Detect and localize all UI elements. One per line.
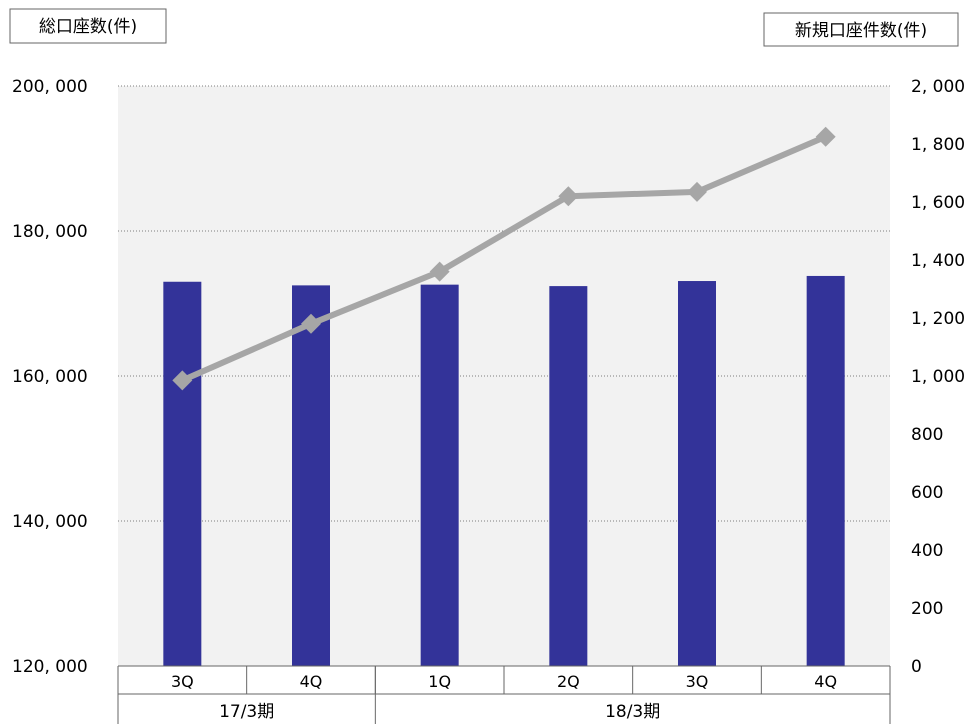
line-marker (172, 370, 193, 391)
line-path (181, 133, 827, 384)
plot-area (118, 86, 890, 666)
right-tick-label: 600 (911, 483, 943, 503)
left-tick-label: 160, 000 (12, 367, 88, 387)
right-tick-label: 1, 800 (911, 135, 965, 155)
category-label: 3Q (171, 672, 194, 691)
category-label: 4Q (300, 672, 323, 691)
group-label: 17/3期 (219, 702, 274, 722)
right-tick-label: 2, 000 (911, 77, 965, 97)
bar (163, 281, 202, 666)
right-tick-label: 1, 000 (911, 367, 965, 387)
left-axis-ticks: 120, 000 140, 000 160, 000 180, 000 200, 000 (12, 77, 88, 677)
right-tick-label: 0 (911, 657, 922, 677)
line-marker (429, 261, 450, 282)
group-label: 18/3期 (605, 702, 660, 722)
bar (549, 286, 588, 666)
category-label: 2Q (557, 672, 580, 691)
right-axis-ticks: 0 200 400 600 800 1, 000 1, 200 1, 400 1, 600 1, … (911, 77, 965, 677)
category-label: 4Q (814, 672, 837, 691)
bar (292, 285, 330, 666)
category-label: 1Q (428, 672, 451, 691)
right-tick-label: 1, 400 (911, 251, 965, 271)
line-marker (558, 186, 579, 207)
right-tick-label: 1, 200 (911, 309, 965, 329)
line-markers (172, 126, 836, 391)
left-tick-label: 180, 000 (12, 222, 88, 242)
right-tick-label: 200 (911, 599, 943, 619)
right-axis-title-box: 新規口座件数(件) (763, 12, 959, 47)
left-tick-label: 140, 000 (12, 512, 88, 532)
right-axis-title: 新規口座件数(件) (795, 21, 927, 41)
left-axis-title: 総口座数(件) (39, 17, 137, 37)
left-tick-label: 120, 000 (12, 657, 88, 677)
right-tick-label: 400 (911, 541, 943, 561)
line-marker (815, 126, 836, 147)
right-tick-label: 800 (911, 425, 943, 445)
category-table: 3Q 4Q 1Q 2Q 3Q 4Q 17/3期 18/3期 (117, 665, 891, 724)
left-tick-label: 200, 000 (12, 77, 88, 97)
left-axis-title-box: 総口座数(件) (9, 8, 167, 44)
category-label: 3Q (686, 672, 709, 691)
right-tick-label: 1, 600 (911, 193, 965, 213)
bar (806, 275, 845, 666)
bar (420, 284, 459, 666)
bar (678, 281, 716, 666)
line-marker (301, 313, 321, 334)
line-marker (687, 181, 707, 202)
line-series (181, 133, 827, 384)
bar-series (163, 275, 845, 666)
